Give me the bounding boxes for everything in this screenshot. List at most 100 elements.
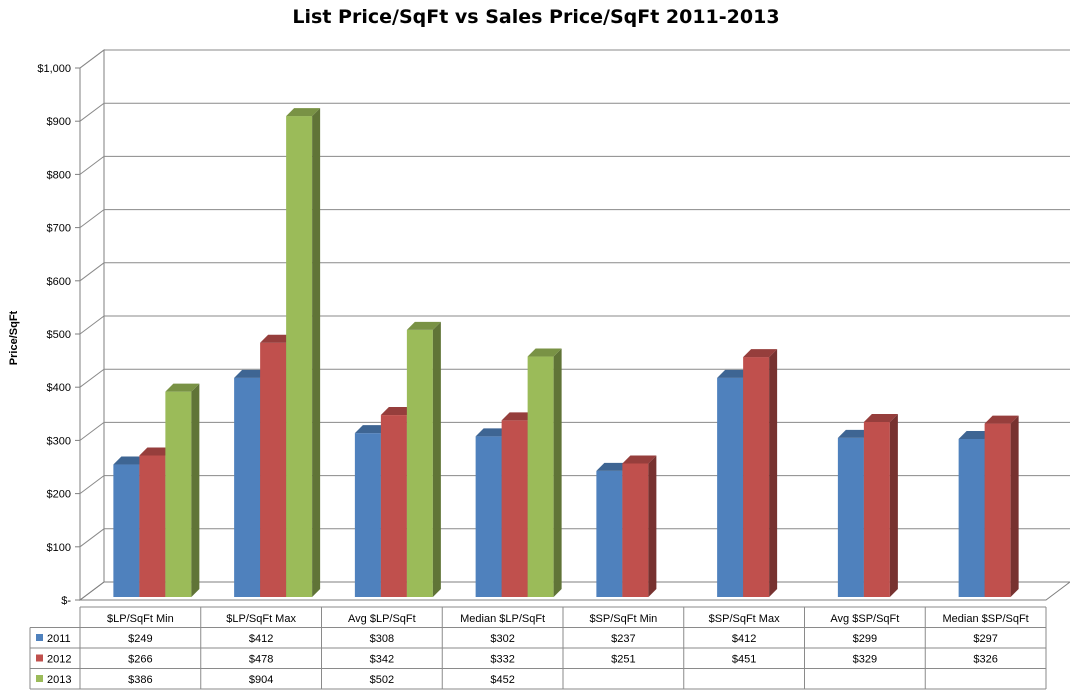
bar-front xyxy=(743,357,770,597)
legend-entry: 2013 xyxy=(47,674,71,686)
data-label: $329 xyxy=(853,654,877,666)
y-tick-label: $700 xyxy=(47,223,71,235)
bar-front xyxy=(354,433,381,597)
bar-top xyxy=(260,334,295,343)
bar xyxy=(863,413,898,597)
bar-top xyxy=(743,349,778,358)
bar-top xyxy=(139,447,174,456)
bar xyxy=(984,415,1019,597)
bar-top xyxy=(354,425,389,434)
bar-side xyxy=(191,383,200,597)
bar-top xyxy=(113,456,148,465)
y-tick-label: $600 xyxy=(47,276,71,288)
chart-walls xyxy=(78,49,1070,601)
y-tick-label: $1,000 xyxy=(37,63,71,75)
gridline xyxy=(79,528,1070,548)
bar-front xyxy=(380,415,407,597)
bar-side xyxy=(432,321,441,597)
data-label: $451 xyxy=(732,654,756,666)
bar xyxy=(165,383,200,597)
data-label: $342 xyxy=(370,654,394,666)
data-label: $237 xyxy=(611,633,635,645)
x-category-label: $LP/SqFt Min xyxy=(107,613,174,625)
x-category-label: Median $SP/SqFt xyxy=(943,613,1029,625)
bar-front xyxy=(837,437,864,597)
data-label: $297 xyxy=(973,633,997,645)
data-label: $332 xyxy=(490,654,514,666)
bar-front xyxy=(260,342,287,597)
bar-front xyxy=(958,438,985,597)
bar xyxy=(406,321,441,597)
y-tick-label: $800 xyxy=(47,169,71,181)
bar-top xyxy=(863,413,898,422)
bar-front xyxy=(234,377,261,597)
y-tick-label: $300 xyxy=(47,435,71,447)
data-label: $299 xyxy=(853,633,877,645)
bar-side xyxy=(769,349,778,597)
bar-top xyxy=(596,462,631,471)
bar-top xyxy=(406,321,441,330)
bar-front xyxy=(475,436,502,597)
bar-front xyxy=(527,356,554,597)
bar-side xyxy=(553,348,562,597)
data-label: $251 xyxy=(611,654,635,666)
data-label: $452 xyxy=(490,674,514,686)
bar-top xyxy=(837,429,872,438)
data-label: $478 xyxy=(249,654,273,666)
bar-side xyxy=(648,455,657,597)
bar-top xyxy=(622,455,657,464)
bar-front xyxy=(501,420,528,597)
data-label: $412 xyxy=(732,633,756,645)
bar-front xyxy=(139,455,166,597)
y-tick-label: $200 xyxy=(47,489,71,501)
gridline xyxy=(79,155,1070,175)
bar-side xyxy=(889,413,898,597)
gridline xyxy=(79,262,1070,282)
bar-side xyxy=(1010,415,1019,597)
bar-front xyxy=(286,116,313,598)
bar-front xyxy=(596,470,623,597)
gridline xyxy=(79,368,1070,388)
x-category-label: $LP/SqFt Max xyxy=(226,613,296,625)
bar-top xyxy=(380,407,415,416)
bar-front xyxy=(622,463,649,597)
bar-top xyxy=(958,430,993,439)
legend-swatch xyxy=(36,634,43,641)
gridline xyxy=(79,209,1070,229)
bar-front xyxy=(863,421,890,597)
y-tick-label: $500 xyxy=(47,329,71,341)
bar-top xyxy=(475,428,510,437)
legend-swatch xyxy=(36,675,43,682)
legend-entry: 2012 xyxy=(47,654,71,666)
data-label: $386 xyxy=(128,674,152,686)
bar-front xyxy=(406,329,433,597)
y-tick-label: $100 xyxy=(47,542,71,554)
data-table: $LP/SqFt Min $LP/SqFt Max Avg $LP/SqFt Medi… xyxy=(29,606,1047,690)
bar-top xyxy=(717,369,752,378)
bar-top xyxy=(501,412,536,421)
bar-side xyxy=(312,108,321,598)
x-category-label: Avg $LP/SqFt xyxy=(348,613,416,625)
data-label: $308 xyxy=(370,633,394,645)
gridline xyxy=(79,102,1070,122)
y-axis-label: Price/SqFt xyxy=(8,310,20,365)
legend-entry: 2011 xyxy=(47,633,71,645)
gridline xyxy=(79,475,1070,495)
gridline xyxy=(79,49,1070,69)
y-tick-label: $900 xyxy=(47,116,71,128)
bar-top xyxy=(286,108,321,117)
data-label: $266 xyxy=(128,654,152,666)
legend-swatch xyxy=(36,654,43,662)
x-category-label: Avg $SP/SqFt xyxy=(830,613,899,625)
gridline xyxy=(79,315,1070,335)
data-label: $249 xyxy=(128,633,152,645)
bar-front xyxy=(984,423,1011,597)
bars xyxy=(113,108,1019,598)
gridline xyxy=(79,421,1070,441)
data-label: $904 xyxy=(249,674,273,686)
bar xyxy=(743,349,778,597)
chart-title: List Price/SqFt vs Sales Price/SqFt 2011… xyxy=(292,6,779,28)
bar-top xyxy=(984,415,1019,424)
bar xyxy=(622,455,657,597)
